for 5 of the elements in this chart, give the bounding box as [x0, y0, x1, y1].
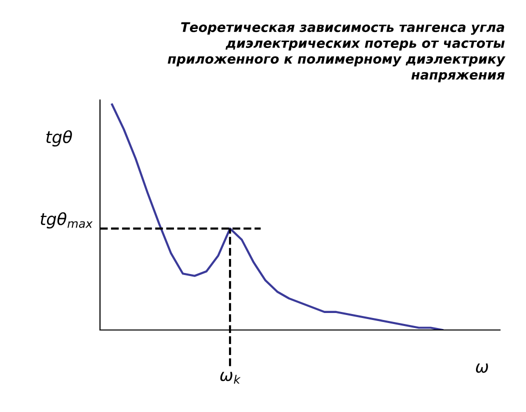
chart-title: Теоретическая зависимость тангенса угла диэлектрических потерь от частоты приложенного к полимерному диэлектрику напряжения	[168, 22, 506, 82]
y-axis-title: tgθ	[46, 130, 72, 146]
x-axis-title: ω	[476, 363, 488, 373]
annotation: ω$_{k}$	[220, 372, 241, 384]
ref-line-label: tgθ$_{max}$	[40, 212, 93, 228]
